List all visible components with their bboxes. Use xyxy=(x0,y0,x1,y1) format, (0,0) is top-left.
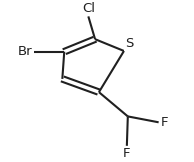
Text: F: F xyxy=(123,147,131,160)
Text: Cl: Cl xyxy=(82,2,95,15)
Text: S: S xyxy=(125,37,133,50)
Text: Br: Br xyxy=(18,45,32,58)
Text: F: F xyxy=(161,116,168,129)
